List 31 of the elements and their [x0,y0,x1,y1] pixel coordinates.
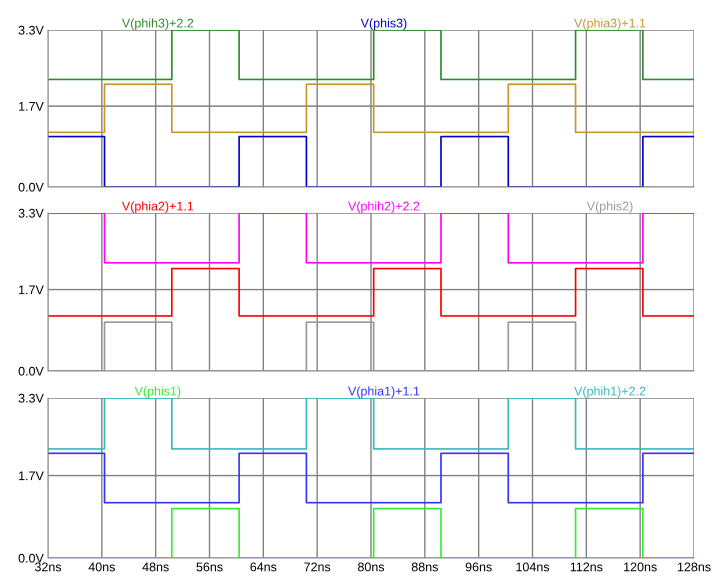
x-tick-label: 96ns [466,562,492,572]
text: V(phia3)+1.1 [574,18,646,30]
x-tick-label: 112ns [570,562,602,572]
x-tick-label: 120ns [624,562,657,572]
x-tick-label: 64ns [250,562,276,572]
text: V(phia2)+1.1 [122,201,194,213]
x-tick-label: 56ns [196,562,223,572]
x-tick-label: 40ns [88,562,115,572]
y-tick-label: 0.0V [18,182,44,192]
x-tick-label: 32ns [34,562,62,572]
text: V(phis2) [586,201,633,213]
series-label: V(phih2)+2.2 [348,201,420,213]
y-tick-label: 3.3V [18,26,44,35]
series-label: V(phih1)+2.2 [574,386,646,398]
text: V(phis1) [134,386,180,398]
y-tick-label: 3.3V [18,394,44,403]
y-tick-label: 0.0V [18,554,44,563]
y-tick-label: 1.7V [19,286,44,294]
x-tick-label: 80ns [358,562,384,572]
text: V(phia1)+1.1 [348,386,420,398]
y-tick-label: 1.7V [19,472,44,480]
x-tick-label: 128ns [678,562,711,572]
text: V(phis3) [360,18,406,30]
series-label: V(phih3)+2.2 [122,18,194,30]
x-tick-label: 104ns [516,562,550,572]
y-tick-label: 0.0V [18,366,44,376]
x-tick-label: 88ns [412,562,438,572]
y-tick-label: 3.3V [18,208,44,218]
x-tick-label: 72ns [304,562,330,572]
y-tick-label: 1.7V [19,102,44,111]
x-tick-label: 48ns [142,562,169,572]
